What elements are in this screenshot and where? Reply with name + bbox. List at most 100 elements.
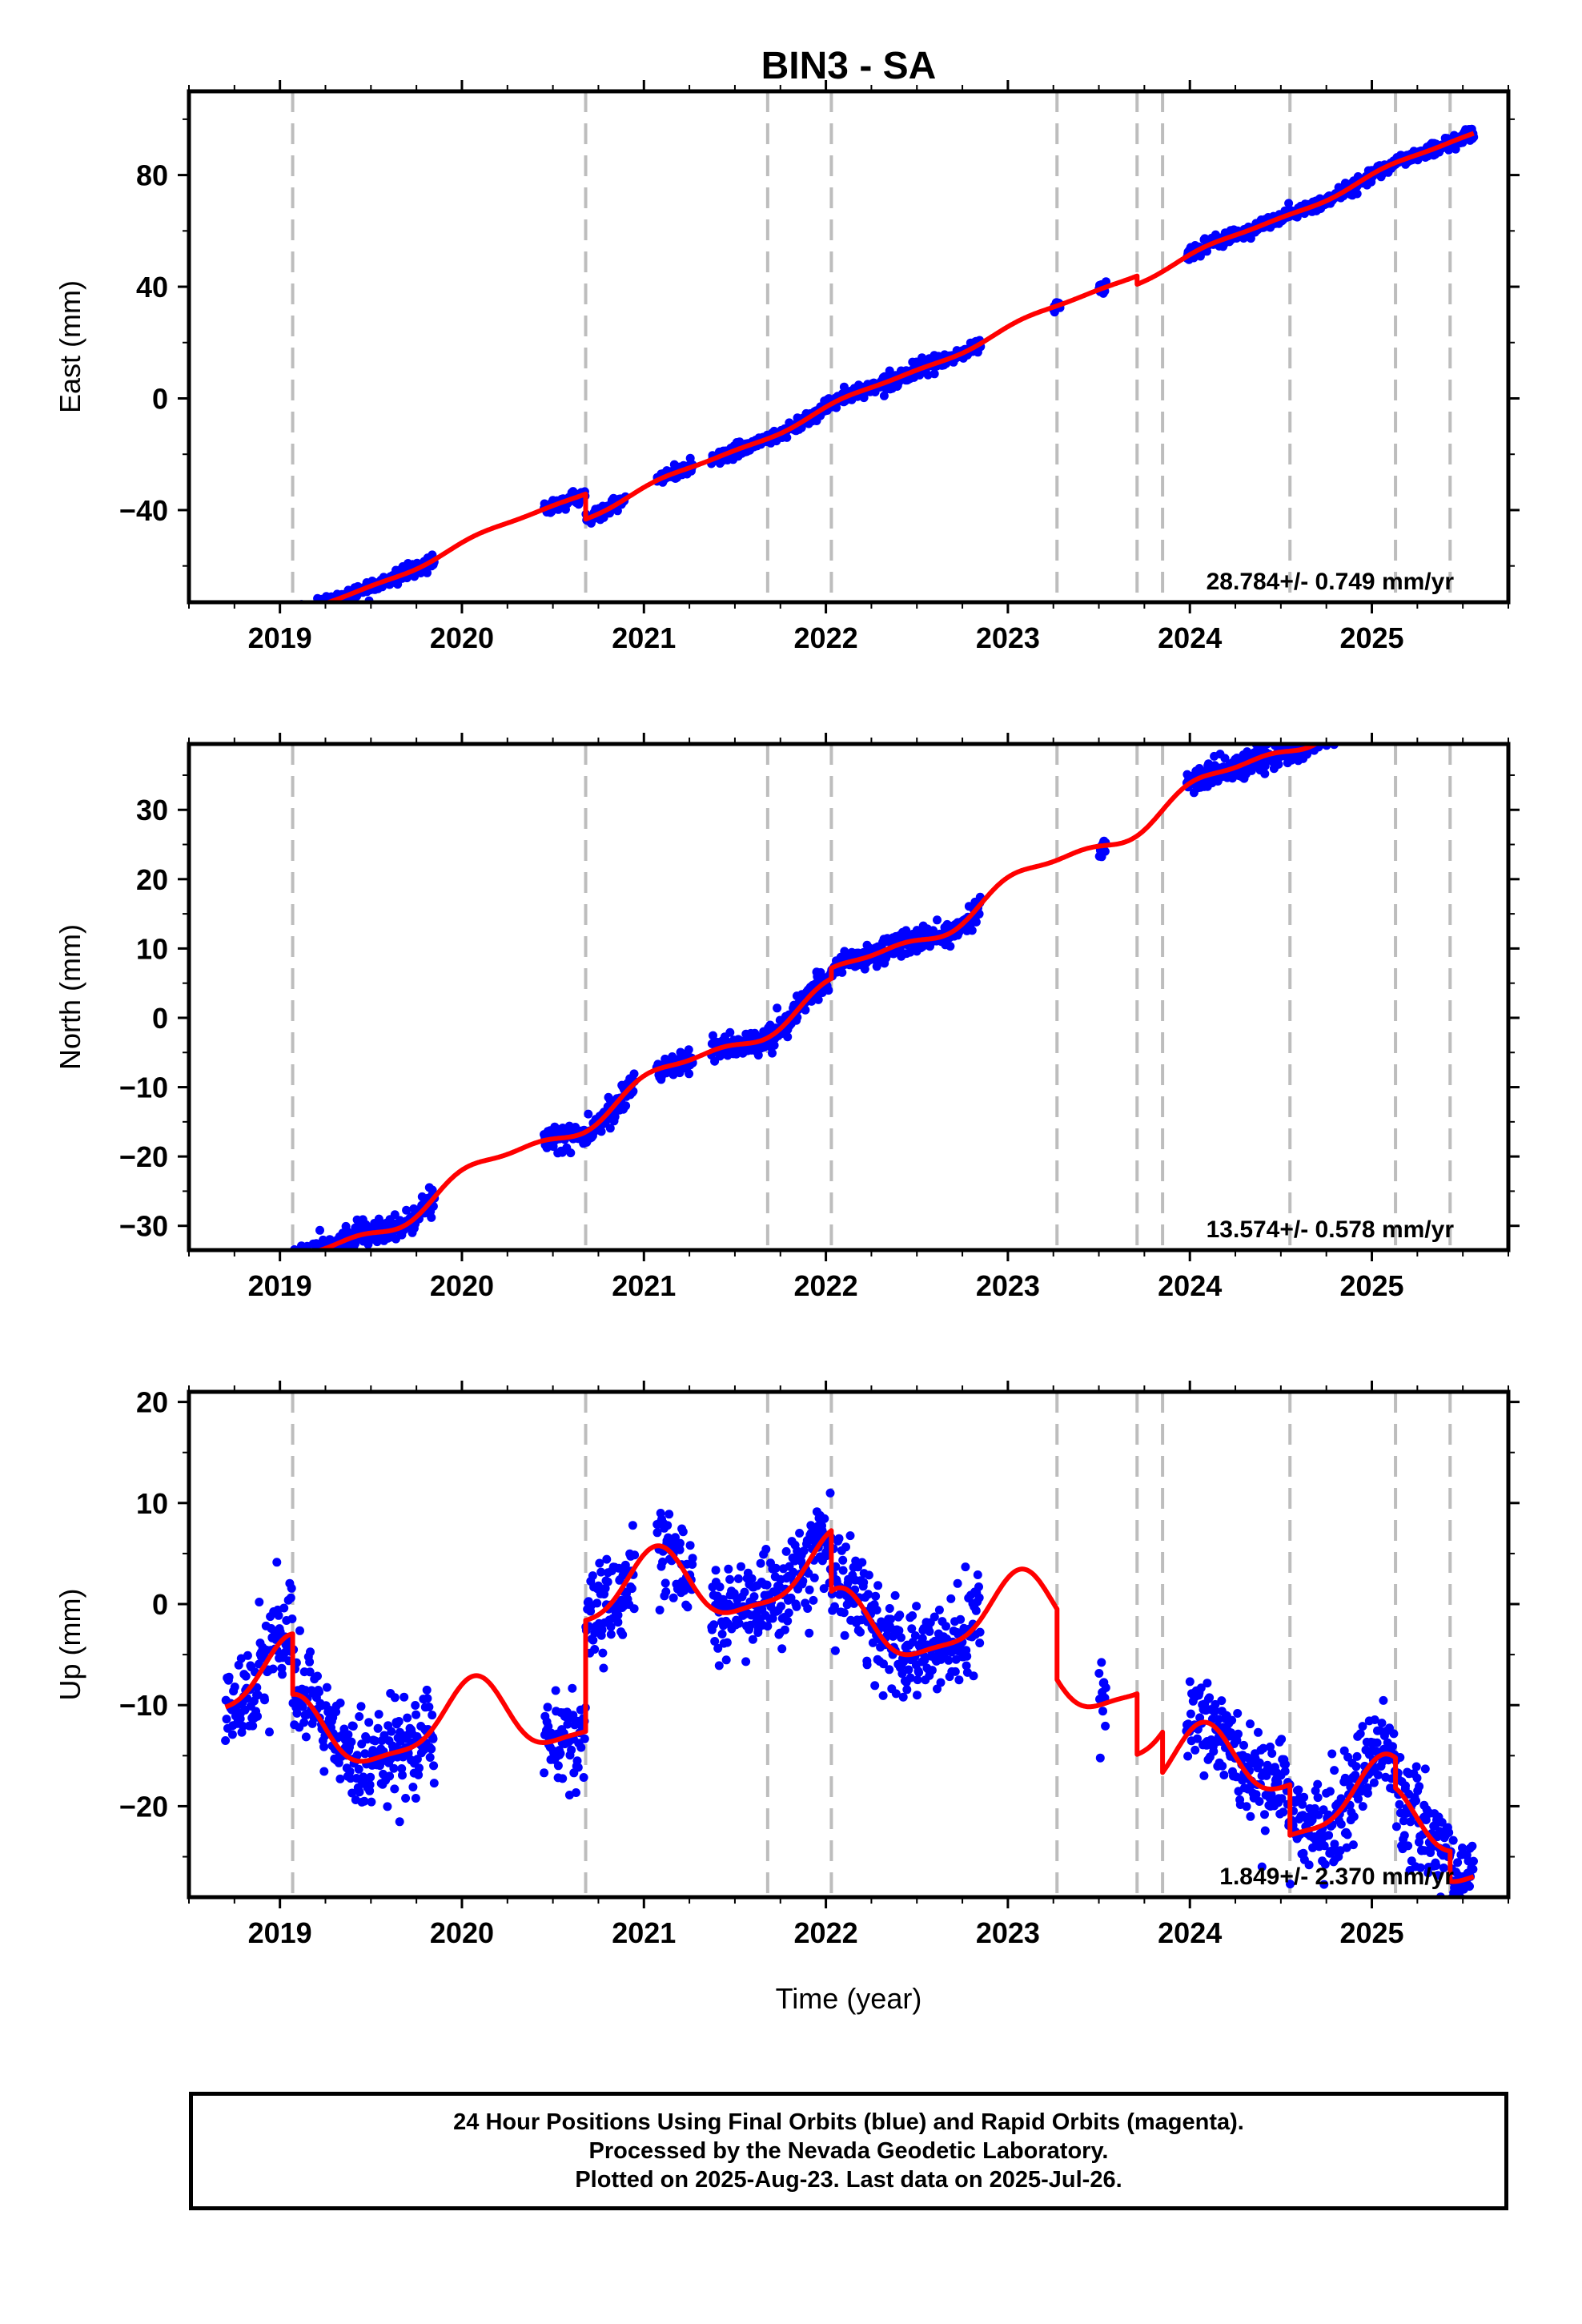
data-point-up-299: [401, 1794, 411, 1803]
data-point-north-1394: [1406, 689, 1415, 698]
data-point-up-1419: [1420, 1764, 1430, 1774]
data-point-up-108: [286, 1593, 295, 1602]
data-point-up-1143: [1255, 1758, 1264, 1767]
y-tick-label-east-80: 80: [136, 159, 168, 192]
data-point-north-1334: [1371, 686, 1379, 695]
data-point-up-443: [596, 1567, 606, 1577]
data-point-up-255: [374, 1710, 383, 1719]
data-point-north-592: [725, 1027, 735, 1037]
data-point-north-1318: [1360, 699, 1369, 708]
data-point-east-919: [930, 369, 939, 379]
data-point-up-959: [946, 1594, 956, 1603]
data-point-north-1298: [1348, 702, 1357, 711]
data-point-north-1486: [1461, 661, 1470, 670]
data-point-east-109: [287, 610, 295, 619]
data-point-north-139: [305, 1256, 314, 1265]
data-point-up-1066: [1209, 1747, 1219, 1756]
data-point-up-880: [898, 1692, 908, 1702]
data-point-north-1435: [1431, 679, 1439, 688]
data-point-north-23: [235, 1324, 244, 1333]
data-point-north-1487: [1462, 658, 1471, 667]
data-point-north-1347: [1378, 669, 1387, 678]
data-point-up-11: [227, 1730, 237, 1739]
data-point-east-8: [226, 649, 235, 657]
data-point-up-1384: [1399, 1831, 1409, 1840]
data-point-north-1443: [1435, 680, 1444, 689]
data-point-east-472: [612, 506, 622, 516]
data-point-north-1256: [1323, 734, 1332, 743]
data-point-north-1270: [1332, 720, 1341, 729]
data-point-north-1307: [1354, 694, 1363, 702]
data-point-north-9: [227, 1313, 235, 1322]
data-point-north-1357: [1383, 675, 1392, 684]
x-axis-label: Time (year): [776, 1982, 922, 2015]
data-point-up-479: [618, 1630, 628, 1639]
data-point-north-154: [314, 1256, 323, 1265]
data-point-north-1263: [1327, 720, 1336, 729]
data-point-east-13: [229, 646, 238, 655]
data-point-north-1288: [1343, 710, 1351, 719]
data-point-north-17: [231, 1322, 240, 1331]
data-point-up-348: [540, 1768, 549, 1778]
data-point-north-1322: [1363, 686, 1371, 694]
data-point-north-118: [292, 1252, 301, 1261]
data-point-north-1489: [1463, 671, 1472, 680]
data-point-north-1414: [1419, 686, 1427, 695]
data-point-up-749: [820, 1514, 829, 1523]
data-point-north-1404: [1412, 687, 1421, 696]
data-point-north-1370: [1391, 686, 1400, 694]
data-point-east-0: [221, 658, 230, 667]
data-point-north-1386: [1401, 694, 1410, 702]
data-point-north-0: [221, 1337, 230, 1345]
data-point-north-1361: [1387, 677, 1395, 686]
data-point-north-13: [229, 1319, 238, 1328]
data-point-north-130: [299, 1255, 308, 1264]
data-point-north-1440: [1434, 684, 1443, 693]
data-point-north-26: [237, 1321, 246, 1330]
data-point-north-1466: [1449, 665, 1458, 673]
data-point-north-1461: [1446, 660, 1455, 669]
data-point-up-302: [403, 1713, 412, 1723]
data-point-up-94: [278, 1670, 287, 1679]
data-point-up-1498: [1468, 1864, 1478, 1874]
data-point-north-127: [298, 1258, 307, 1267]
data-point-north-1424: [1424, 677, 1433, 686]
data-point-north-553: [684, 1045, 693, 1055]
data-point-east-118: [292, 613, 301, 621]
data-point-north-1492: [1465, 669, 1474, 677]
x-tick-label-east-2023: 2023: [976, 621, 1040, 654]
data-point-north-41: [246, 1309, 255, 1318]
data-point-north-131: [300, 1252, 309, 1261]
data-point-north-1382: [1399, 691, 1407, 700]
data-point-north-1309: [1355, 698, 1364, 706]
y-tick-label-north-0: 0: [152, 1002, 168, 1035]
data-point-up-1311: [1355, 1729, 1365, 1739]
y-tick-label-up-0: 0: [152, 1588, 168, 1621]
data-point-north-149: [311, 1259, 319, 1268]
data-point-north-1477: [1456, 669, 1464, 678]
data-point-up-221: [354, 1764, 363, 1774]
data-point-east-4: [224, 650, 233, 659]
data-point-up-45: [248, 1721, 258, 1731]
data-point-north-7: [226, 1333, 235, 1341]
data-point-up-1492: [1465, 1882, 1474, 1891]
data-point-north-1339: [1373, 677, 1382, 686]
data-point-up-833: [870, 1681, 880, 1691]
data-point-north-42: [247, 1305, 255, 1313]
data-point-up-820: [862, 1660, 872, 1670]
data-point-north-125: [296, 1256, 305, 1265]
data-point-up-472: [613, 1610, 623, 1620]
x-tick-label-up-2020: 2020: [430, 1916, 494, 1949]
data-point-up-297: [400, 1692, 409, 1702]
data-point-up-784: [841, 1542, 850, 1552]
data-point-north-1314: [1358, 697, 1367, 706]
data-point-east-29: [239, 639, 247, 648]
data-point-east-18: [232, 650, 241, 659]
data-point-up-1186: [1281, 1759, 1290, 1769]
data-point-up-276: [387, 1727, 396, 1736]
data-point-up-1217: [1299, 1792, 1309, 1802]
data-point-up-273: [385, 1771, 395, 1781]
data-point-up-1405: [1412, 1773, 1422, 1783]
data-point-north-1301: [1350, 699, 1359, 708]
